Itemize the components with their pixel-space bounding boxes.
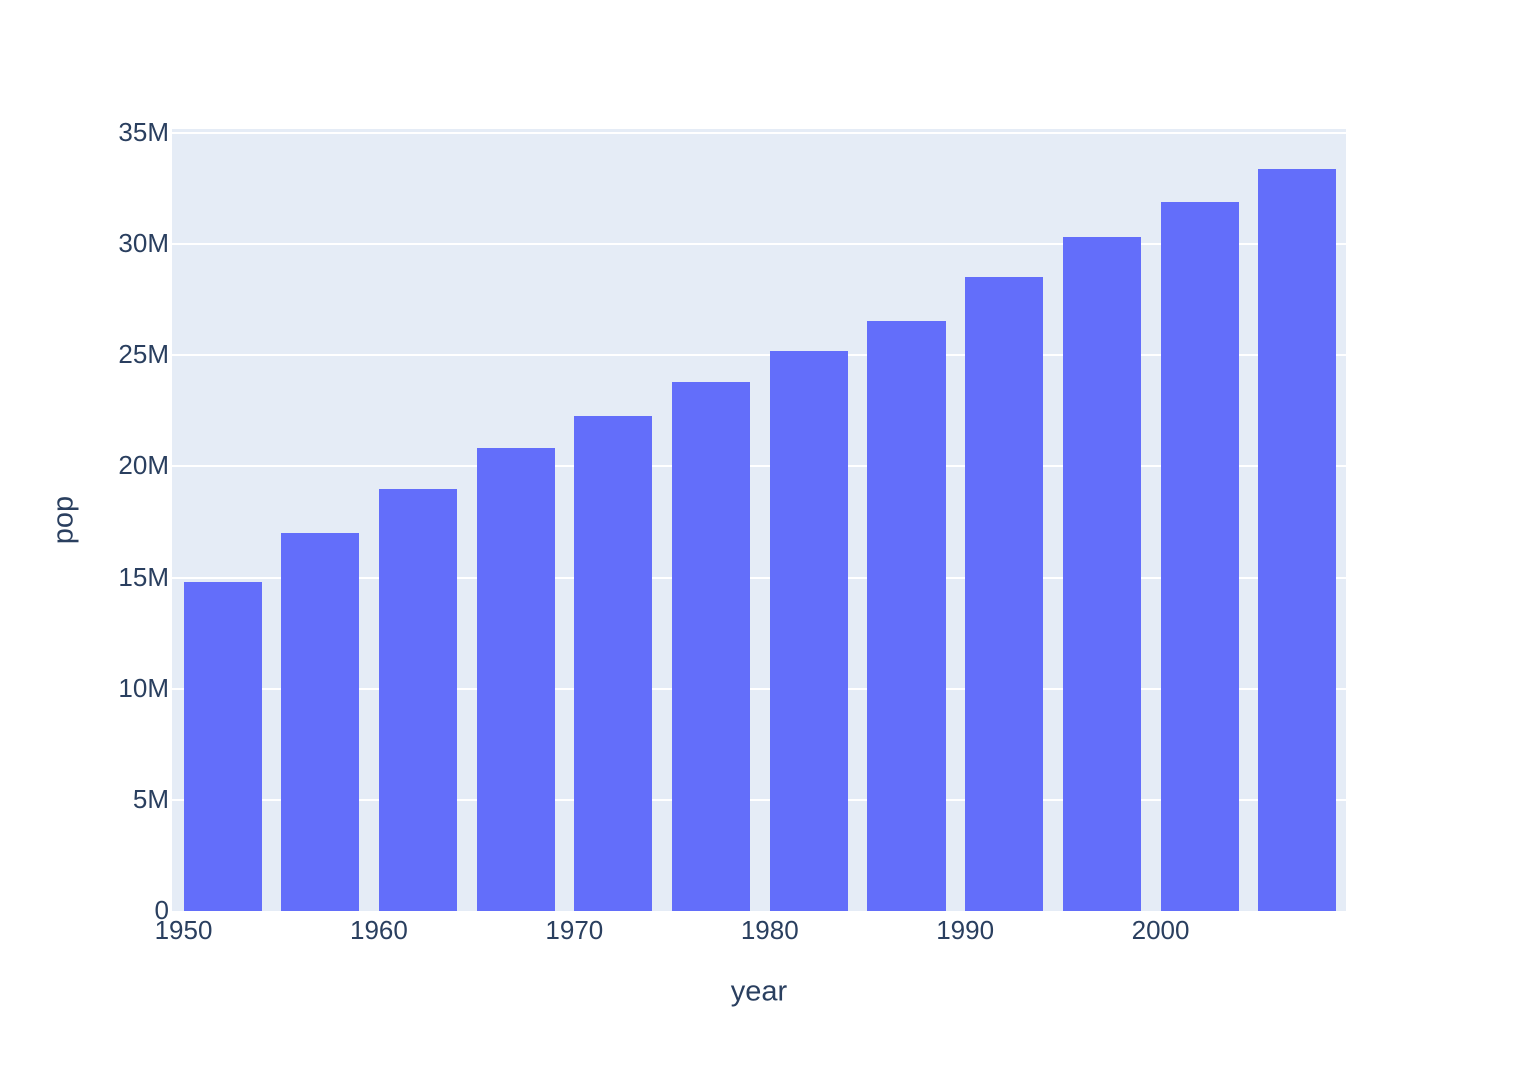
y-tick-label-5M: 5M (132, 783, 169, 814)
plot-area[interactable] (172, 129, 1346, 911)
bar-1952[interactable] (183, 582, 262, 911)
gridline-35M (172, 132, 1346, 134)
gridline-25M (172, 354, 1346, 357)
gridline-5M (172, 798, 1346, 801)
y-tick-label-15M: 15M (118, 561, 169, 592)
bar-1982[interactable] (769, 350, 848, 911)
gridline-20M (172, 465, 1346, 468)
x-tick-label-1990: 1990 (936, 915, 995, 946)
x-tick-label-2000: 2000 (1131, 915, 1190, 946)
bar-1957[interactable] (281, 532, 360, 911)
x-tick-label-1960: 1960 (350, 915, 408, 946)
bars-layer (172, 129, 1346, 911)
gridlines-layer (172, 129, 1346, 911)
gridline-15M (172, 576, 1346, 579)
y-tick-label-10M: 10M (118, 672, 169, 703)
bar-1997[interactable] (1062, 237, 1141, 911)
bar-1967[interactable] (476, 448, 555, 911)
bar-2007[interactable] (1258, 168, 1337, 911)
bar-1972[interactable] (574, 415, 653, 911)
gridline-30M (172, 243, 1346, 246)
bar-1977[interactable] (672, 382, 751, 911)
bar-1962[interactable] (378, 488, 458, 911)
bar-2002[interactable] (1160, 201, 1239, 911)
bar-1992[interactable] (965, 276, 1044, 911)
x-axis-title: year (730, 975, 788, 1008)
y-tick-label-25M: 25M (118, 339, 169, 370)
x-tick-label-1970: 1970 (545, 915, 604, 946)
y-tick-label-0: 0 (154, 895, 169, 926)
x-tick-label-1950: 1950 (154, 915, 213, 946)
gridline-10M (172, 687, 1346, 690)
y-axis-title: pop (47, 495, 80, 545)
y-tick-label-35M: 35M (118, 117, 169, 148)
bar-1987[interactable] (867, 320, 946, 911)
y-tick-label-30M: 30M (118, 228, 169, 259)
y-tick-label-20M: 20M (118, 450, 169, 481)
x-tick-label-1980: 1980 (740, 915, 799, 946)
